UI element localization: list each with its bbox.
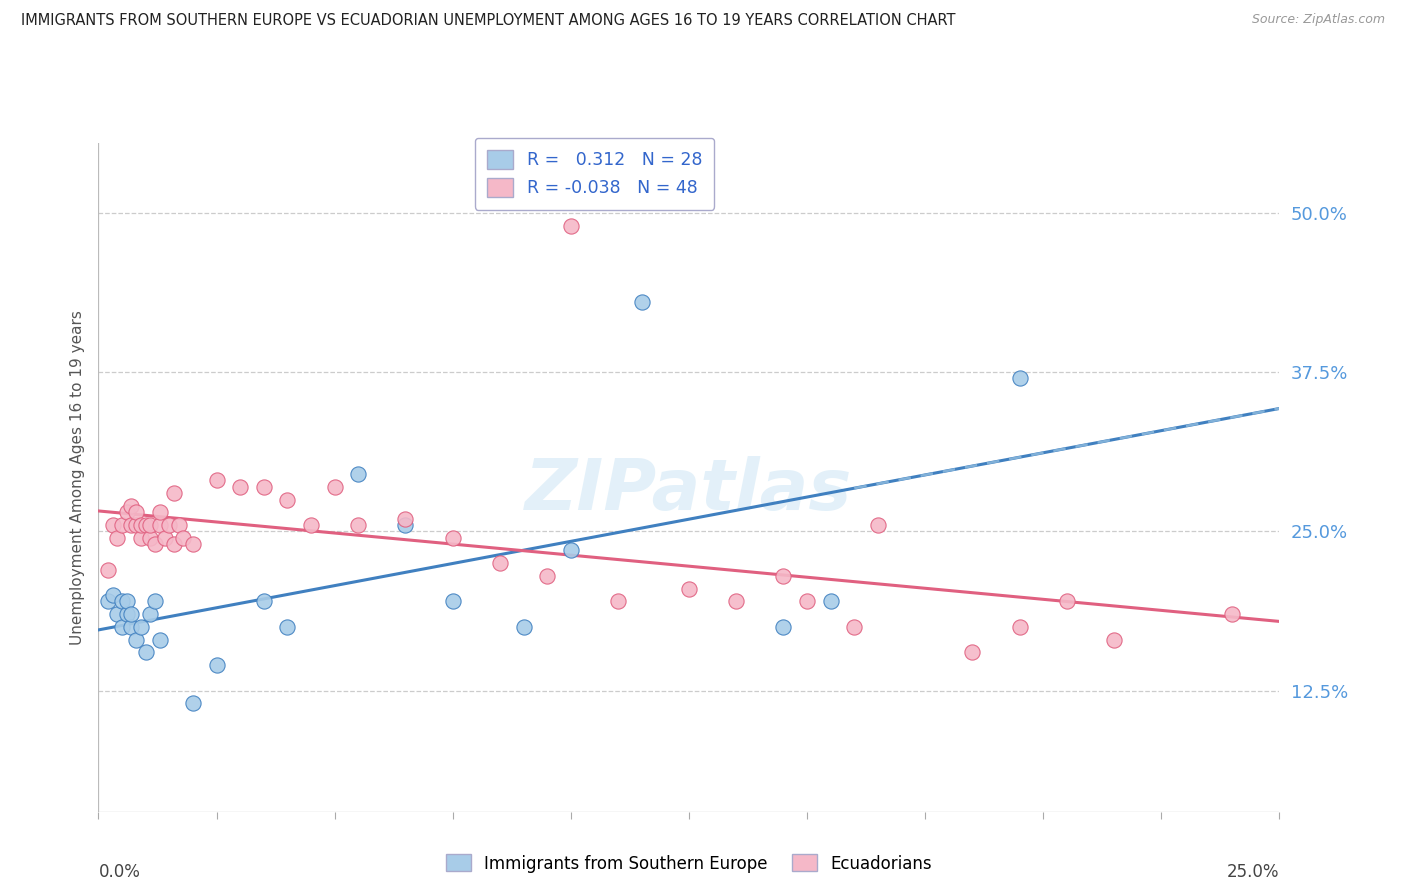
Point	[323, 480, 346, 494]
Point	[121, 607, 143, 622]
Point	[101, 588, 124, 602]
Point	[115, 607, 138, 622]
Point	[121, 518, 143, 533]
Point	[172, 531, 194, 545]
Point	[149, 632, 172, 647]
Point	[97, 563, 120, 577]
Text: Source: ZipAtlas.com: Source: ZipAtlas.com	[1251, 13, 1385, 27]
Point	[820, 594, 842, 608]
Point	[489, 556, 512, 570]
Point	[163, 537, 186, 551]
Point	[153, 531, 176, 545]
Point	[139, 607, 162, 622]
Point	[149, 518, 172, 533]
Point	[347, 467, 370, 481]
Point	[962, 645, 984, 659]
Point	[347, 518, 370, 533]
Point	[1008, 371, 1031, 385]
Point	[167, 518, 190, 533]
Point	[135, 645, 157, 659]
Point	[394, 511, 416, 525]
Point	[125, 505, 148, 519]
Text: IMMIGRANTS FROM SOUTHERN EUROPE VS ECUADORIAN UNEMPLOYMENT AMONG AGES 16 TO 19 Y: IMMIGRANTS FROM SOUTHERN EUROPE VS ECUAD…	[21, 13, 956, 29]
Point	[441, 594, 464, 608]
Point	[115, 594, 138, 608]
Point	[111, 594, 134, 608]
Y-axis label: Unemployment Among Ages 16 to 19 years: Unemployment Among Ages 16 to 19 years	[69, 310, 84, 645]
Point	[866, 518, 889, 533]
Point	[229, 480, 252, 494]
Point	[772, 620, 794, 634]
Point	[149, 505, 172, 519]
Point	[129, 531, 152, 545]
Point	[1008, 620, 1031, 634]
Legend: R =   0.312   N = 28, R = -0.038   N = 48: R = 0.312 N = 28, R = -0.038 N = 48	[475, 138, 714, 210]
Point	[143, 594, 166, 608]
Point	[121, 620, 143, 634]
Point	[1056, 594, 1078, 608]
Point	[1102, 632, 1125, 647]
Point	[276, 492, 298, 507]
Point	[97, 594, 120, 608]
Point	[125, 632, 148, 647]
Point	[105, 531, 128, 545]
Point	[772, 569, 794, 583]
Point	[441, 531, 464, 545]
Point	[1220, 607, 1243, 622]
Point	[129, 620, 152, 634]
Point	[560, 543, 582, 558]
Point	[276, 620, 298, 634]
Point	[139, 518, 162, 533]
Point	[796, 594, 818, 608]
Point	[299, 518, 322, 533]
Text: 0.0%: 0.0%	[98, 863, 141, 880]
Point	[125, 518, 148, 533]
Text: ZIPatlas: ZIPatlas	[526, 456, 852, 525]
Point	[157, 518, 180, 533]
Point	[111, 620, 134, 634]
Point	[143, 537, 166, 551]
Point	[560, 219, 582, 233]
Point	[101, 518, 124, 533]
Point	[111, 518, 134, 533]
Point	[536, 569, 558, 583]
Point	[253, 594, 276, 608]
Point	[512, 620, 534, 634]
Point	[139, 531, 162, 545]
Point	[181, 697, 204, 711]
Point	[844, 620, 866, 634]
Point	[394, 518, 416, 533]
Point	[129, 518, 152, 533]
Text: 25.0%: 25.0%	[1227, 863, 1279, 880]
Point	[253, 480, 276, 494]
Point	[630, 295, 652, 310]
Point	[678, 582, 700, 596]
Point	[105, 607, 128, 622]
Point	[205, 474, 228, 488]
Point	[121, 499, 143, 513]
Point	[163, 486, 186, 500]
Point	[607, 594, 630, 608]
Legend: Immigrants from Southern Europe, Ecuadorians: Immigrants from Southern Europe, Ecuador…	[439, 847, 939, 880]
Point	[205, 658, 228, 673]
Point	[115, 505, 138, 519]
Point	[135, 518, 157, 533]
Point	[725, 594, 748, 608]
Point	[181, 537, 204, 551]
